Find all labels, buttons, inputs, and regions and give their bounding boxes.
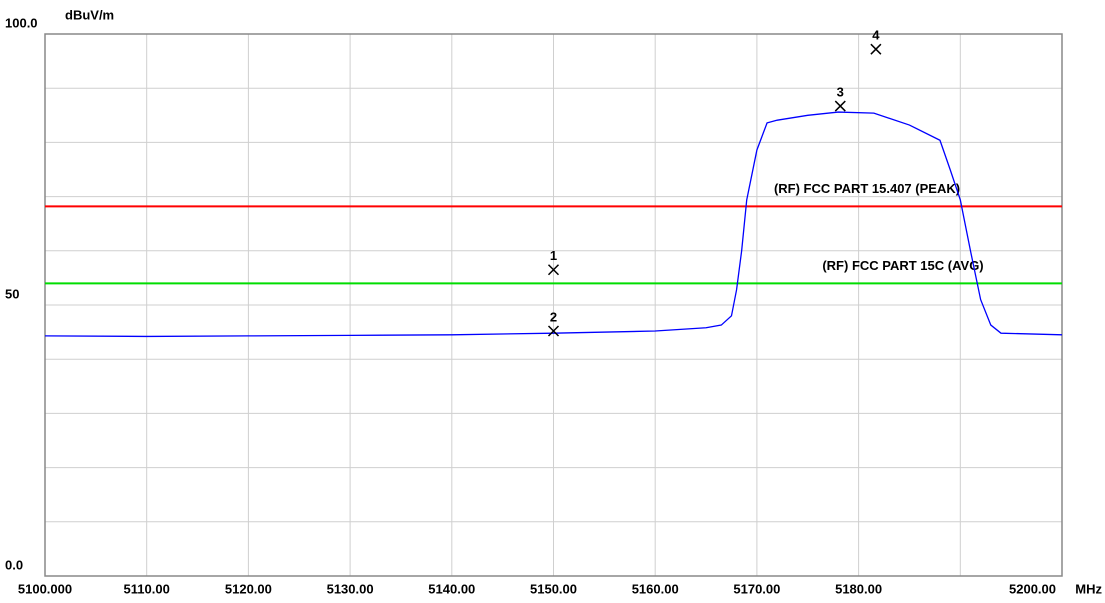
marker	[547, 264, 560, 276]
x-tick-label: 5150.00	[530, 581, 577, 596]
marker-label: 3	[837, 85, 844, 100]
x-tick-label: 5170.00	[733, 581, 780, 596]
marker-label: 2	[550, 309, 557, 324]
marker-label: 4	[872, 28, 880, 43]
marker	[870, 43, 882, 55]
marker	[834, 100, 846, 112]
trace-line	[44, 111, 1063, 338]
x-tick-label: 5130.00	[327, 581, 374, 596]
y-tick-label: 100.0	[5, 15, 38, 30]
marker	[547, 325, 560, 337]
x-tick-label: 5140.00	[428, 581, 475, 596]
x-tick-label: 5180.00	[835, 581, 882, 596]
x-tick-label: 5100.000	[18, 581, 72, 596]
x-axis-label: MHz	[1075, 581, 1102, 596]
x-tick-label: 5160.00	[632, 581, 679, 596]
limit-line-label: (RF) FCC PART 15.407 (PEAK)	[774, 181, 960, 196]
y-tick-label: 50	[5, 286, 19, 301]
plot-frame	[44, 33, 1063, 577]
y-tick-label: 0.0	[5, 557, 23, 572]
limit-line-label: (RF) FCC PART 15C (AVG)	[822, 258, 983, 273]
x-tick-label: 5110.00	[124, 581, 170, 596]
y-axis-label: dBuV/m	[65, 7, 114, 22]
x-tick-label: 5120.00	[225, 581, 272, 596]
x-tick-label: 5200.00	[1009, 581, 1056, 596]
marker-label: 1	[550, 248, 557, 263]
